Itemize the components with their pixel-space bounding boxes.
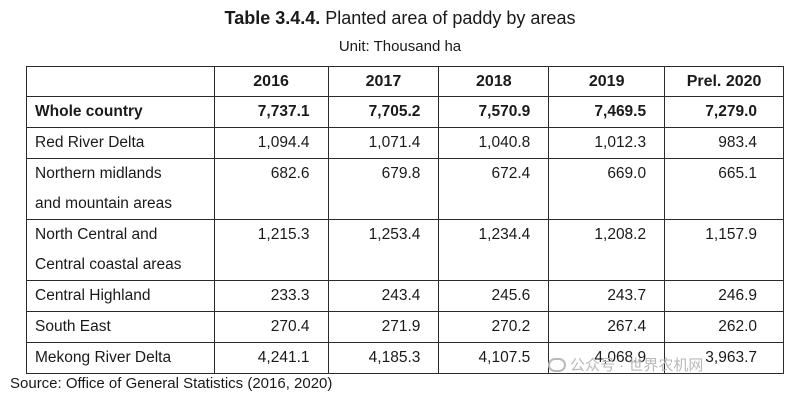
table-row: Whole country 7,737.1 7,705.2 7,570.9 7,… xyxy=(26,96,784,128)
value-cell: 1,157.9 xyxy=(664,219,784,281)
row-label: North Central and Central coastal areas xyxy=(26,219,215,281)
row-label: South East xyxy=(26,311,215,343)
value-cell: 4,107.5 xyxy=(438,342,550,374)
value-cell: 682.6 xyxy=(213,158,329,220)
value-cell: 3,963.7 xyxy=(664,342,784,374)
table-row: North Central and Central coastal areas … xyxy=(26,219,784,281)
value-cell: 4,185.3 xyxy=(327,342,440,374)
paddy-area-table: 2016 2017 2018 2019 Prel. 2020 Whole cou… xyxy=(26,66,784,374)
watermark-text: 公众号 · 世界农机网 xyxy=(570,357,704,374)
watermark: 公众号 · 世界农机网 xyxy=(548,354,703,375)
header-cell-2019: 2019 xyxy=(548,66,666,97)
value-cell: 1,071.4 xyxy=(327,127,440,159)
value-cell: 1,094.4 xyxy=(213,127,329,159)
value-cell: 679.8 xyxy=(327,158,440,220)
value-cell: 271.9 xyxy=(327,311,440,343)
table-number: Table 3.4.4. xyxy=(224,8,321,28)
value-cell: 7,279.0 xyxy=(664,96,784,128)
table-row: South East 270.4 271.9 270.2 267.4 262.0 xyxy=(26,311,784,343)
wechat-icon xyxy=(548,357,566,372)
header-cell-2017: 2017 xyxy=(327,66,440,97)
value-cell: 243.7 xyxy=(548,280,666,312)
value-cell: 233.3 xyxy=(213,280,329,312)
row-label: Northern midlands and mountain areas xyxy=(26,158,215,220)
value-cell: 4,241.1 xyxy=(213,342,329,374)
value-cell: 672.4 xyxy=(438,158,550,220)
value-cell: 669.0 xyxy=(548,158,666,220)
value-cell: 246.9 xyxy=(664,280,784,312)
row-label: Central Highland xyxy=(26,280,215,312)
table-row: Central Highland 233.3 243.4 245.6 243.7… xyxy=(26,280,784,312)
value-cell: 983.4 xyxy=(664,127,784,159)
table-title-text: Planted area of paddy by areas xyxy=(325,8,576,28)
header-row: 2016 2017 2018 2019 Prel. 2020 xyxy=(26,66,784,97)
value-cell: 1,253.4 xyxy=(327,219,440,281)
value-cell: 1,208.2 xyxy=(548,219,666,281)
value-cell: 243.4 xyxy=(327,280,440,312)
value-cell: 1,012.3 xyxy=(548,127,666,159)
source-note: Source: Office of General Statistics (20… xyxy=(10,375,333,392)
value-cell: 7,469.5 xyxy=(548,96,666,128)
header-cell-2018: 2018 xyxy=(438,66,550,97)
value-cell: 665.1 xyxy=(664,158,784,220)
header-cell-empty xyxy=(26,66,215,97)
header-cell-prel-2020: Prel. 2020 xyxy=(664,66,784,97)
table-title: Table 3.4.4. Planted area of paddy by ar… xyxy=(0,8,800,29)
table-row: Northern midlands and mountain areas 682… xyxy=(26,158,784,220)
row-label-line: and mountain areas xyxy=(35,195,173,212)
value-cell: 270.2 xyxy=(438,311,550,343)
value-cell: 270.4 xyxy=(213,311,329,343)
row-label: Red River Delta xyxy=(26,127,215,159)
value-cell: 1,040.8 xyxy=(438,127,550,159)
value-cell: 267.4 xyxy=(548,311,666,343)
row-label-line: Northern midlands xyxy=(35,165,162,182)
value-cell: 1,215.3 xyxy=(213,219,329,281)
row-label-line: Central coastal areas xyxy=(35,256,182,273)
value-cell: 7,705.2 xyxy=(327,96,440,128)
value-cell: 245.6 xyxy=(438,280,550,312)
value-cell: 1,234.4 xyxy=(438,219,550,281)
row-label: Mekong River Delta xyxy=(26,342,215,374)
value-cell: 7,570.9 xyxy=(438,96,550,128)
row-label-line: North Central and xyxy=(35,226,158,243)
table-row: Red River Delta 1,094.4 1,071.4 1,040.8 … xyxy=(26,127,784,159)
row-label: Whole country xyxy=(26,96,215,128)
unit-label: Unit: Thousand ha xyxy=(338,38,462,55)
table-row: Mekong River Delta 4,241.1 4,185.3 4,107… xyxy=(26,342,784,374)
header-cell-2016: 2016 xyxy=(213,66,329,97)
value-cell: 7,737.1 xyxy=(213,96,329,128)
value-cell: 262.0 xyxy=(664,311,784,343)
